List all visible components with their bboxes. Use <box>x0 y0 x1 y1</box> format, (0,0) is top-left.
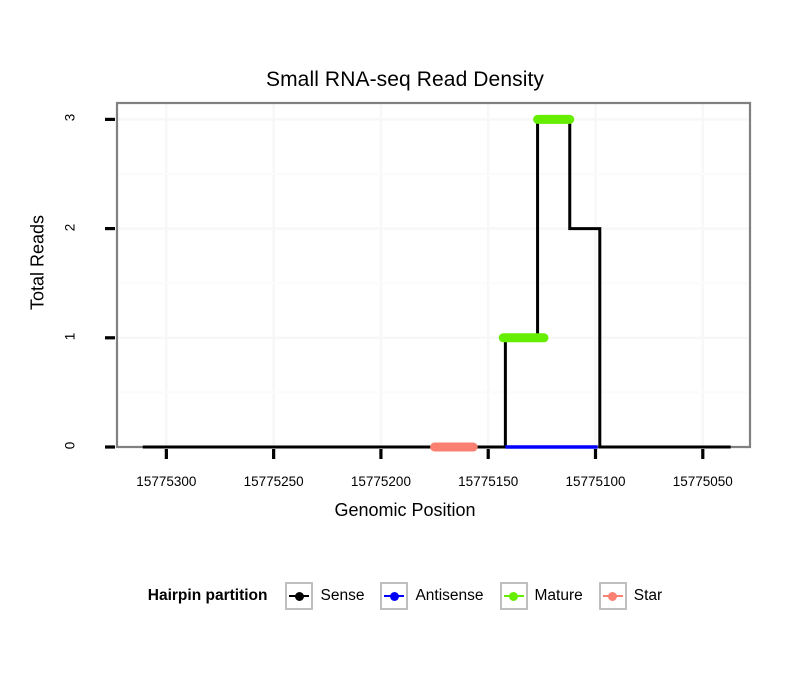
legend-item-mature[interactable]: Mature <box>499 582 583 610</box>
legend-title: Hairpin partition <box>147 587 268 604</box>
legend-item-sense[interactable]: Sense <box>285 582 364 610</box>
x-tick-label: 15775050 <box>672 474 733 489</box>
axis-tick-marks <box>105 117 705 459</box>
legend-item-star[interactable]: Star <box>598 582 663 610</box>
y-axis-label: Total Reads <box>27 214 48 311</box>
legend-key-dot <box>294 591 304 601</box>
y-tick-label: 1 <box>62 332 78 341</box>
x-axis-label: Genomic Position <box>334 500 476 520</box>
data-series-layer <box>142 114 731 452</box>
x-tick-label: 15775300 <box>136 474 197 489</box>
legend-key-antisense <box>380 582 409 610</box>
y-tick-label: 2 <box>62 223 78 231</box>
legend-item-antisense[interactable]: Antisense <box>380 582 484 610</box>
y-tick-label: 3 <box>62 114 78 122</box>
x-tick-label: 15775100 <box>565 474 626 489</box>
x-tick-label: 15775150 <box>458 474 519 489</box>
legend-key-mature <box>499 582 528 610</box>
legend-label: Antisense <box>415 587 484 604</box>
legend-key-dot <box>389 591 399 601</box>
legend-label: Sense <box>320 587 365 604</box>
legend-key-dot <box>509 591 519 601</box>
x-tick-label: 15775250 <box>243 474 304 489</box>
legend-key-dot <box>608 591 618 601</box>
legend-label: Mature <box>534 587 583 604</box>
panel-background <box>117 103 750 447</box>
legend-label: Star <box>633 587 663 604</box>
x-tick-label: 15775200 <box>350 474 411 489</box>
chart-title: Small RNA-seq Read Density <box>265 68 545 91</box>
y-tick-label: 0 <box>62 441 78 450</box>
legend-key-sense <box>285 582 314 610</box>
legend-key-star <box>598 582 627 610</box>
